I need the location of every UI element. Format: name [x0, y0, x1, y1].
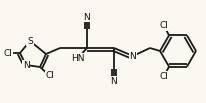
Text: N: N	[130, 52, 136, 60]
Text: N: N	[84, 12, 90, 22]
Text: HN: HN	[71, 53, 85, 63]
Text: N: N	[23, 60, 29, 70]
Text: S: S	[27, 36, 33, 46]
Text: Cl: Cl	[160, 21, 169, 30]
Text: Cl: Cl	[4, 49, 12, 57]
Text: N: N	[111, 77, 117, 85]
Text: Cl: Cl	[160, 72, 169, 81]
Text: Cl: Cl	[46, 71, 54, 81]
